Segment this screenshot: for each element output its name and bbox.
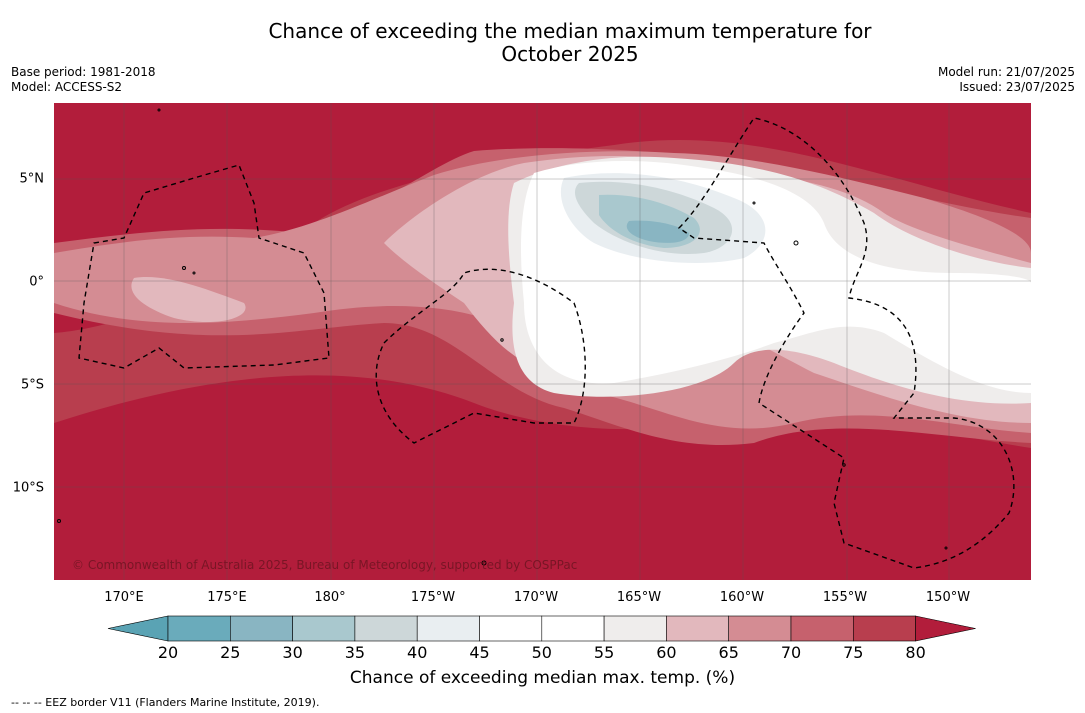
colorbar-tick: 80: [905, 643, 926, 662]
colorbar-tick: 35: [344, 643, 366, 662]
colorbar-tick: 25: [220, 643, 241, 662]
colorbar-segment: [603, 615, 667, 642]
copyright-notice: © Commonwealth of Australia 2025, Bureau…: [72, 558, 578, 572]
colorbar-tick: 20: [157, 643, 179, 662]
lat-label: 5°S: [20, 377, 44, 393]
lon-label: 180°: [314, 590, 346, 605]
colorbar-tick: 60: [656, 643, 677, 662]
map-canvas: [54, 103, 1031, 580]
colorbar-tick: 45: [469, 643, 490, 662]
title-line-2: October 2025: [501, 42, 639, 66]
colorbar-segment: [541, 615, 605, 642]
lon-label: 170°W: [513, 590, 559, 605]
colorbar-segment: [230, 615, 293, 642]
eez-footnote: -- -- -- EEZ border V11 (Flanders Marine…: [11, 696, 320, 709]
lon-label: 150°W: [925, 590, 971, 605]
colorbar-segment: [852, 615, 916, 642]
colorbar-min-extension: [107, 615, 169, 642]
lat-label: 0°: [29, 274, 44, 290]
issued-date: Issued: 23/07/2025: [959, 80, 1075, 94]
lon-label: 175°E: [207, 590, 247, 605]
colorbar-tick: 50: [531, 643, 552, 662]
lon-label: 160°W: [719, 590, 765, 605]
colorbar-segment: [666, 615, 730, 642]
colorbar-segment: [790, 615, 854, 642]
colorbar: [107, 615, 976, 642]
colorbar-tick: 40: [407, 643, 428, 662]
colorbar-tick: 55: [593, 643, 615, 662]
map-title: Chance of exceeding the median maximum t…: [200, 20, 940, 66]
meta-right: Model run: 21/07/2025 Issued: 23/07/2025: [938, 65, 1075, 95]
colorbar-segment: [292, 615, 356, 642]
colorbar-segment: [354, 615, 418, 642]
colorbar-segment: [479, 615, 543, 642]
colorbar-tick: 65: [718, 643, 739, 662]
colorbar-label: Chance of exceeding median max. temp. (%…: [349, 668, 736, 688]
lat-label: 5°N: [19, 171, 45, 187]
colorbar-segment: [728, 615, 792, 642]
colorbar-tick: 75: [843, 643, 864, 662]
lat-label: 10°S: [12, 480, 44, 496]
colorbar-tick: 30: [282, 643, 303, 662]
lon-label: 175°W: [410, 590, 456, 605]
model-run: Model run: 21/07/2025: [937, 65, 1075, 79]
lon-label: 165°W: [616, 590, 662, 605]
colorbar-max-extension: [915, 615, 976, 642]
model-name: Model: ACCESS-S2: [11, 80, 123, 94]
title-line-1: Chance of exceeding the median maximum t…: [268, 19, 872, 43]
colorbar-segment: [416, 615, 480, 642]
base-period: Base period: 1981-2018: [11, 65, 156, 79]
map-area[interactable]: © Commonwealth of Australia 2025, Bureau…: [54, 103, 1031, 580]
meta-left: Base period: 1981-2018 Model: ACCESS-S2: [11, 65, 156, 95]
colorbar-segment: [167, 615, 231, 642]
lon-label: 170°E: [104, 590, 144, 605]
lon-label: 155°W: [822, 590, 868, 605]
colorbar-tick: 70: [780, 643, 802, 662]
